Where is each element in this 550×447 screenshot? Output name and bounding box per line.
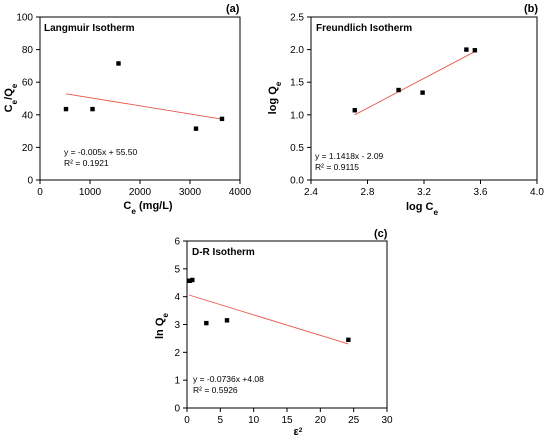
chart-1-data-point xyxy=(219,116,225,122)
chart-2-data-point xyxy=(352,108,357,113)
chart-3-r-squared: R² = 0.5926 xyxy=(193,385,238,395)
chart-3-fit-line xyxy=(188,294,349,345)
chart-2-x-tick-label: 2.8 xyxy=(361,187,375,198)
chart-2-data-point xyxy=(396,87,401,93)
chart-1-x-tick-label: 4000 xyxy=(229,187,252,198)
chart-1-data-point xyxy=(90,106,95,112)
chart-1: 0 1000 2000 3000 4000 0 20 40 60 80 100 Langmuir Is… xyxy=(3,3,252,216)
chart-2-y-axis-label: log Qe xyxy=(267,81,283,114)
chart-3-data-point xyxy=(224,318,230,323)
chart-1-y-tick-label: 20 xyxy=(22,143,34,154)
chart-2-title: Freundlich Isotherm xyxy=(316,23,412,34)
chart-1-y-axis-label: Ce/Qe xyxy=(3,83,19,112)
chart-3-equation: y = -0.0736x +4.08 xyxy=(193,374,264,384)
chart-1-x-axis-label: Ce (mg/L) xyxy=(123,200,173,216)
chart-3-y-tick-label: 5 xyxy=(174,264,180,275)
chart-2-data-point xyxy=(420,90,425,95)
chart-2-y-tick-label: 0.5 xyxy=(290,143,304,154)
chart-1-data-point xyxy=(193,126,199,131)
chart-3: 0 5 10 15 20 25 30 0 1 2 3 4 5 6 D-R Isotherm (c) y = -0… xyxy=(154,228,393,438)
chart-3-y-tick-label: 6 xyxy=(174,237,180,248)
chart-3-x-axis-label: ε2 xyxy=(294,426,303,438)
chart-2-data-point xyxy=(472,48,478,53)
chart-3-data-point xyxy=(190,277,195,283)
chart-2-y-tick-label: 2.0 xyxy=(290,45,304,56)
chart-2-y-tick-label: 2.5 xyxy=(290,13,304,24)
chart-2-equation: y = 1.1418x - 2.09 xyxy=(315,151,384,161)
chart-1-panel-letter: (a) xyxy=(226,3,240,15)
chart-3-y-tick-label: 4 xyxy=(174,292,180,303)
chart-3-x-tick-label: 25 xyxy=(348,415,360,426)
chart-3-y-tick-label: 3 xyxy=(174,320,180,331)
chart-1-data-point xyxy=(116,61,121,66)
chart-3-y-tick-label: 1 xyxy=(174,376,180,387)
chart-3-x-tick-label: 10 xyxy=(248,415,260,426)
chart-2-x-tick-label: 4.0 xyxy=(530,187,544,198)
chart-1-r-squared: R² = 0.1921 xyxy=(64,158,109,168)
chart-1-y-tick-label: 0 xyxy=(27,176,33,187)
chart-1-y-tick-label: 60 xyxy=(22,78,34,89)
chart-1-data-point xyxy=(63,106,69,112)
chart-3-x-tick-label: 15 xyxy=(281,415,293,426)
chart-3-data-point xyxy=(204,320,209,326)
chart-3-x-tick-label: 0 xyxy=(184,415,190,426)
chart-3-panel-letter: (c) xyxy=(374,228,388,240)
chart-1-y-tick-label: 80 xyxy=(22,45,34,56)
chart-2-r-squared: R² = 0.9115 xyxy=(315,162,359,172)
chart-3-y-axis-label: ln Qe xyxy=(154,313,170,339)
chart-2-x-tick-label: 2.4 xyxy=(304,187,318,198)
chart-2-x-axis-label: log Ce xyxy=(406,201,439,217)
chart-1-x-tick-label: 1000 xyxy=(79,187,102,198)
chart-3-data-point xyxy=(187,278,192,284)
chart-2-y-tick-label: 1.5 xyxy=(290,78,304,89)
chart-2-y-tick-label: 0.0 xyxy=(290,176,304,187)
chart-3-x-tick-label: 30 xyxy=(381,415,393,426)
chart-3-y-tick-label: 2 xyxy=(174,348,180,359)
chart-3-title: D-R Isotherm xyxy=(192,247,255,258)
chart-3-data-point xyxy=(346,337,351,343)
chart-3-x-tick-label: 5 xyxy=(218,415,224,426)
chart-2-x-tick-label: 3.6 xyxy=(474,187,488,198)
chart-1-y-tick-label: 100 xyxy=(16,13,33,24)
chart-2-fit-line xyxy=(354,51,476,116)
chart-1-x-tick-label: 0 xyxy=(37,187,43,198)
chart-1-title: Langmuir Isotherm xyxy=(44,23,135,34)
chart-1-x-tick-label: 3000 xyxy=(179,187,202,198)
chart-1-x-tick-label: 2000 xyxy=(129,187,152,198)
chart-2-panel-letter: (b) xyxy=(524,3,538,15)
chart-1-equation: y = -0.005x + 55.50 xyxy=(64,147,138,157)
chart-2-data-point xyxy=(464,47,469,52)
chart-2-x-tick-label: 3.2 xyxy=(417,187,431,198)
chart-2-y-tick-label: 1.0 xyxy=(290,110,304,121)
chart-2: 2.4 2.8 3.2 3.6 4.0 0.0 0.5 1.0 1.5 2.0 2.5 Freundl… xyxy=(267,3,544,217)
chart-1-fit-line xyxy=(65,93,223,120)
chart-3-x-tick-label: 20 xyxy=(315,415,327,426)
chart-1-y-tick-label: 40 xyxy=(22,110,34,121)
chart-3-y-tick-label: 0 xyxy=(174,404,180,415)
